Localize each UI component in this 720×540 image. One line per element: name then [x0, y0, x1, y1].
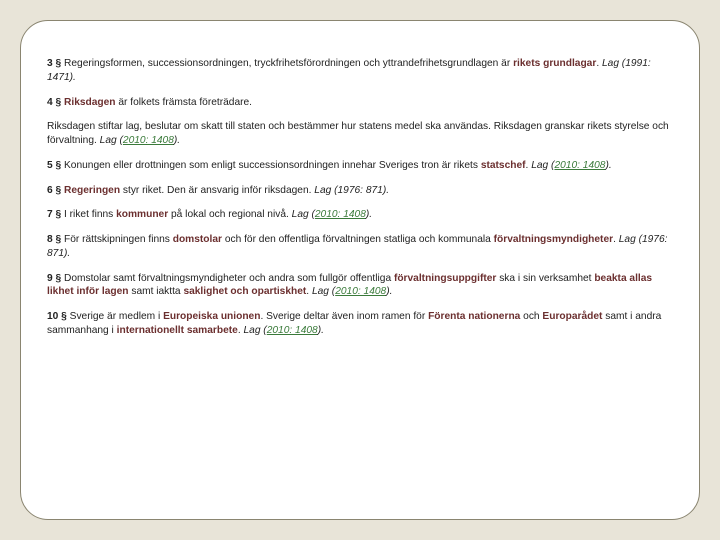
- highlight-term: internationellt samarbete: [117, 325, 238, 336]
- law-reference: Lag (: [312, 286, 335, 297]
- law-reference: ).: [386, 286, 392, 297]
- section-number: 8 §: [47, 234, 61, 245]
- text-run: Domstolar samt förvaltningsmyndigheter o…: [61, 273, 394, 284]
- highlight-term: Riksdagen: [64, 97, 116, 108]
- law-reference-link[interactable]: 2010: 1408: [554, 160, 605, 171]
- paragraph: Riksdagen stiftar lag, beslutar om skatt…: [47, 120, 673, 148]
- highlight-term: Regeringen: [64, 185, 120, 196]
- law-reference-link[interactable]: 2010: 1408: [315, 209, 366, 220]
- paragraph: 6 § Regeringen styr riket. Den är ansvar…: [47, 184, 673, 198]
- text-run: och: [520, 311, 542, 322]
- law-reference: Lag (: [292, 209, 315, 220]
- text-run: styr riket. Den är ansvarig inför riksda…: [120, 185, 314, 196]
- highlight-term: förvaltningsuppgifter: [394, 273, 496, 284]
- law-reference-link[interactable]: 2010: 1408: [123, 135, 174, 146]
- law-reference: Lag (: [100, 135, 123, 146]
- text-run: I riket finns: [61, 209, 116, 220]
- highlight-term: domstolar: [173, 234, 222, 245]
- section-number: 3 §: [47, 58, 61, 69]
- law-reference: Lag (: [531, 160, 554, 171]
- text-run: Sverige är medlem i: [67, 311, 163, 322]
- section-number: 6 §: [47, 185, 61, 196]
- section-number: 4 §: [47, 97, 61, 108]
- highlight-term: Europarådet: [542, 311, 602, 322]
- section-number: 9 §: [47, 273, 61, 284]
- paragraph: 3 § Regeringsformen, successionsordninge…: [47, 57, 673, 85]
- highlight-term: saklighet och opartiskhet: [183, 286, 306, 297]
- document-body: 3 § Regeringsformen, successionsordninge…: [47, 57, 673, 338]
- text-run: Regeringsformen, successionsordningen, t…: [61, 58, 513, 69]
- text-run: och för den offentliga förvaltningen sta…: [222, 234, 494, 245]
- text-run: samt iaktta: [129, 286, 184, 297]
- document-card: 3 § Regeringsformen, successionsordninge…: [20, 20, 700, 520]
- law-reference: ).: [366, 209, 372, 220]
- text-run: är folkets främsta företrädare.: [116, 97, 252, 108]
- law-reference: ).: [318, 325, 324, 336]
- highlight-term: Europeiska unionen: [163, 311, 260, 322]
- text-run: ska i sin verksamhet: [496, 273, 594, 284]
- text-run: Konungen eller drottningen som enligt su…: [61, 160, 481, 171]
- section-number: 10 §: [47, 311, 67, 322]
- highlight-term: förvaltningsmyndigheter: [494, 234, 613, 245]
- law-reference: Lag (: [243, 325, 266, 336]
- paragraph: 7 § I riket finns kommuner på lokal och …: [47, 208, 673, 222]
- law-reference: Lag (1976: 871).: [314, 185, 389, 196]
- paragraph: 5 § Konungen eller drottningen som enlig…: [47, 159, 673, 173]
- paragraph: 4 § Riksdagen är folkets främsta företrä…: [47, 96, 673, 110]
- highlight-term: statschef: [481, 160, 526, 171]
- text-run: . Sverige deltar även inom ramen för: [260, 311, 428, 322]
- section-number: 7 §: [47, 209, 61, 220]
- text-run: på lokal och regional nivå.: [168, 209, 291, 220]
- section-number: 5 §: [47, 160, 61, 171]
- paragraph: 8 § För rättskipningen finns domstolar o…: [47, 233, 673, 261]
- highlight-term: Förenta nationerna: [428, 311, 520, 322]
- paragraph: 10 § Sverige är medlem i Europeiska unio…: [47, 310, 673, 338]
- law-reference: ).: [605, 160, 611, 171]
- highlight-term: kommuner: [116, 209, 168, 220]
- law-reference-link[interactable]: 2010: 1408: [335, 286, 386, 297]
- law-reference-link[interactable]: 2010: 1408: [267, 325, 318, 336]
- law-reference: ).: [174, 135, 180, 146]
- paragraph: 9 § Domstolar samt förvaltningsmyndighet…: [47, 272, 673, 300]
- highlight-term: rikets grundlagar: [513, 58, 596, 69]
- text-run: För rättskipningen finns: [61, 234, 173, 245]
